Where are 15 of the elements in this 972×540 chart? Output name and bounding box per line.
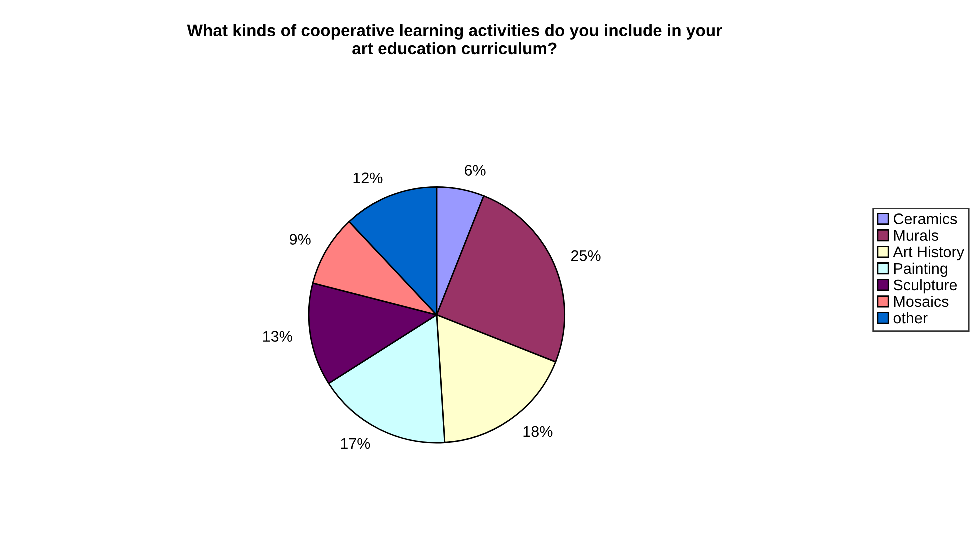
legend-label: Mosaics	[894, 296, 949, 308]
legend-label: Murals	[894, 230, 938, 242]
legend-label: Ceramics	[894, 213, 958, 224]
data-label: 6%	[465, 165, 486, 176]
data-label: 13%	[263, 331, 292, 342]
legend-label: Sculpture	[894, 279, 958, 294]
data-label: 18%	[524, 426, 553, 438]
data-label: 17%	[341, 438, 370, 450]
legend-label: Art History	[893, 246, 964, 261]
data-label: 25%	[572, 250, 601, 262]
legend-label: Painting	[894, 262, 948, 278]
legend-label: other	[894, 312, 928, 324]
data-label: 9%	[290, 234, 311, 245]
chart-title: What kinds of cooperative learning activities do you include in your art education curriculum?	[187, 24, 722, 55]
data-label: 12%	[354, 172, 383, 184]
